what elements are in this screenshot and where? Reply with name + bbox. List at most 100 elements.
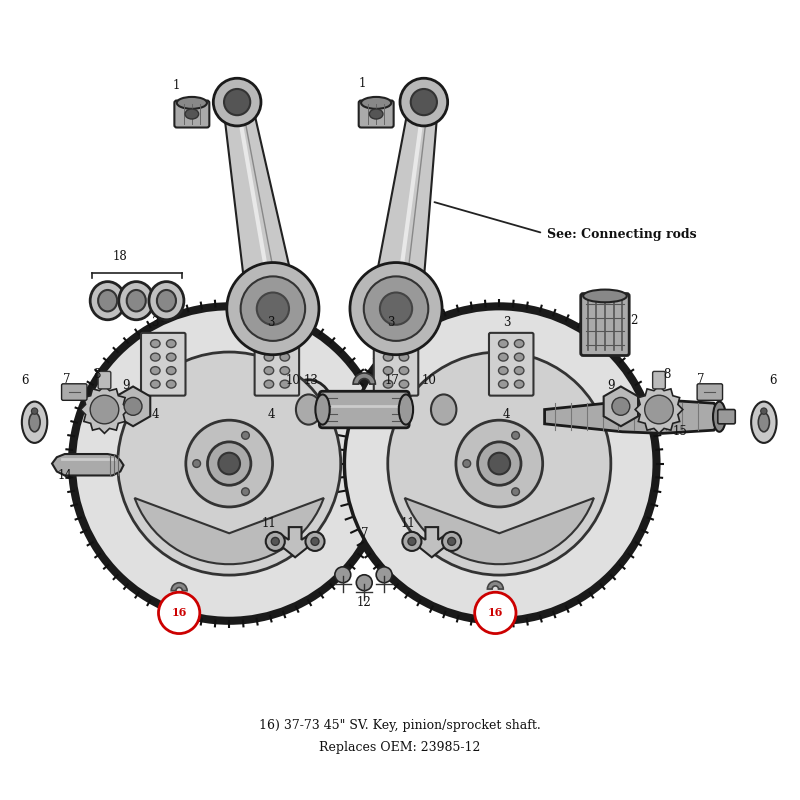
Circle shape (214, 78, 261, 126)
Ellipse shape (264, 340, 274, 347)
Circle shape (227, 262, 319, 354)
FancyBboxPatch shape (697, 384, 722, 400)
Polygon shape (81, 386, 128, 434)
Circle shape (388, 352, 611, 575)
Ellipse shape (150, 380, 160, 388)
Text: 4: 4 (151, 408, 159, 421)
Ellipse shape (315, 394, 330, 425)
Ellipse shape (370, 109, 383, 119)
Ellipse shape (751, 402, 777, 443)
Circle shape (456, 420, 542, 507)
Polygon shape (52, 454, 123, 475)
Text: 1: 1 (358, 78, 366, 90)
Text: 7: 7 (62, 373, 70, 386)
Polygon shape (223, 100, 298, 313)
Text: 9: 9 (122, 379, 130, 392)
Circle shape (376, 567, 392, 582)
Text: 9: 9 (607, 379, 615, 392)
Text: 6: 6 (22, 374, 29, 386)
FancyBboxPatch shape (653, 371, 666, 389)
Ellipse shape (22, 402, 47, 443)
FancyBboxPatch shape (581, 294, 629, 355)
Circle shape (344, 309, 654, 618)
Ellipse shape (280, 340, 290, 347)
Text: 6: 6 (770, 374, 777, 386)
Ellipse shape (264, 353, 274, 361)
Circle shape (74, 309, 384, 618)
Ellipse shape (383, 366, 393, 374)
Polygon shape (134, 498, 324, 564)
Text: Replaces OEM: 23985-12: Replaces OEM: 23985-12 (319, 742, 481, 754)
Ellipse shape (383, 340, 393, 347)
Wedge shape (353, 373, 375, 384)
Ellipse shape (498, 353, 508, 361)
Text: 8: 8 (663, 368, 670, 381)
Ellipse shape (284, 380, 334, 439)
Wedge shape (487, 581, 503, 589)
Ellipse shape (166, 366, 176, 374)
FancyBboxPatch shape (374, 333, 418, 396)
Text: 7: 7 (361, 527, 368, 540)
FancyBboxPatch shape (489, 333, 534, 396)
Circle shape (306, 532, 325, 551)
Ellipse shape (264, 366, 274, 374)
Text: See: Connecting rods: See: Connecting rods (547, 228, 697, 242)
Ellipse shape (383, 380, 393, 388)
Text: 12: 12 (357, 596, 372, 609)
Ellipse shape (399, 366, 409, 374)
Polygon shape (371, 100, 438, 312)
Circle shape (364, 276, 428, 341)
Polygon shape (405, 498, 594, 564)
Circle shape (241, 276, 305, 341)
Ellipse shape (166, 380, 176, 388)
Text: 17: 17 (385, 374, 399, 386)
Polygon shape (604, 386, 638, 426)
Text: 16: 16 (488, 607, 503, 618)
Ellipse shape (166, 340, 176, 347)
Ellipse shape (713, 402, 726, 432)
Text: 13: 13 (303, 374, 318, 386)
Text: 16: 16 (171, 607, 187, 618)
Text: 8: 8 (93, 368, 100, 381)
Circle shape (645, 395, 674, 424)
Circle shape (193, 460, 201, 467)
Ellipse shape (419, 380, 468, 439)
Text: 14: 14 (58, 469, 72, 482)
FancyBboxPatch shape (319, 391, 409, 428)
Ellipse shape (399, 353, 409, 361)
Ellipse shape (280, 366, 290, 374)
Ellipse shape (498, 380, 508, 388)
Ellipse shape (498, 340, 508, 347)
Ellipse shape (296, 394, 322, 425)
Ellipse shape (177, 97, 207, 109)
Text: 3: 3 (502, 316, 510, 329)
Ellipse shape (157, 290, 176, 311)
FancyBboxPatch shape (98, 371, 111, 389)
Ellipse shape (583, 290, 627, 302)
Circle shape (242, 431, 250, 439)
FancyBboxPatch shape (718, 410, 735, 424)
Text: 1: 1 (172, 79, 180, 92)
Ellipse shape (399, 340, 409, 347)
Ellipse shape (498, 366, 508, 374)
Circle shape (489, 453, 510, 474)
Circle shape (311, 538, 319, 546)
Ellipse shape (280, 380, 290, 388)
Ellipse shape (399, 380, 409, 388)
Polygon shape (116, 386, 150, 426)
Ellipse shape (98, 290, 117, 311)
Ellipse shape (185, 109, 198, 119)
Circle shape (257, 293, 289, 325)
Text: 3: 3 (151, 316, 159, 329)
Ellipse shape (264, 380, 274, 388)
Text: 10: 10 (286, 374, 301, 386)
Ellipse shape (758, 413, 770, 432)
Text: 18: 18 (113, 250, 128, 263)
Ellipse shape (514, 366, 524, 374)
Ellipse shape (361, 97, 391, 109)
Ellipse shape (514, 353, 524, 361)
Polygon shape (635, 386, 683, 434)
Circle shape (350, 262, 442, 354)
Ellipse shape (150, 340, 160, 347)
Text: 7: 7 (697, 373, 704, 386)
